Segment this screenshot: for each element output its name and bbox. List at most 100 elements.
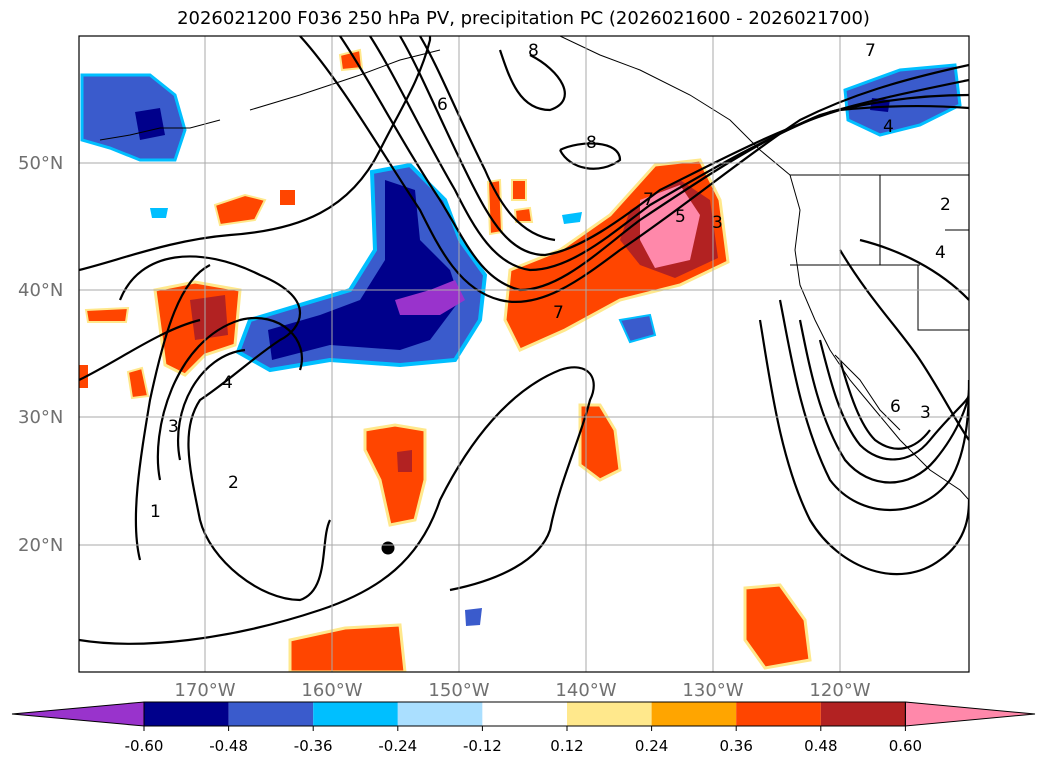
- contour-label: 2: [940, 195, 951, 215]
- contour-label: 4: [222, 373, 233, 393]
- alaska-peninsula: [249, 49, 441, 111]
- plot-area: 1 2 3 4 5 6 7 8 3 4 4 2 8 7 6 3 7: [79, 36, 969, 672]
- pos-region-mid: [578, 403, 622, 482]
- pos-region-small-2: [84, 306, 130, 323]
- contour-label: 7: [865, 41, 876, 61]
- colorbar-tick-label: -0.48: [209, 737, 248, 755]
- colorbar-tick-label: -0.36: [293, 737, 333, 755]
- pv-contour-6: [299, 36, 969, 303]
- colorbar-tick-label: 0.48: [804, 737, 838, 755]
- pos-region-small-9: [280, 190, 295, 205]
- lon-label: 150°W: [428, 680, 490, 701]
- north-america-coast: [559, 36, 969, 501]
- pos-region-small-5: [511, 179, 527, 201]
- contour-label: 3: [712, 213, 723, 233]
- hawaii-island: [381, 541, 395, 555]
- pos-region-hawaii: [363, 423, 427, 527]
- pv-contour-13: [498, 49, 566, 112]
- pos-region-small-4: [486, 178, 504, 236]
- contour-label: 8: [528, 41, 539, 61]
- gridlines: [79, 36, 969, 672]
- pv-contour-11: [79, 318, 201, 381]
- colorbar-tick-label: 0.36: [719, 737, 753, 755]
- colorbar-tick-label: -0.24: [378, 737, 418, 755]
- aleutian-islands: [99, 119, 221, 141]
- contour-label: 5: [675, 207, 686, 227]
- coastlines: [99, 36, 969, 555]
- contour-label: 7: [553, 303, 564, 323]
- contour-label: 3: [168, 417, 179, 437]
- map-title: 2026021200 F036 250 hPa PV, precipitatio…: [177, 8, 870, 29]
- pv-contour-2: [118, 255, 332, 602]
- colorbar-swatch: [651, 702, 737, 726]
- pv-contour-3: [156, 317, 303, 481]
- positive-precip-regions: [79, 48, 812, 672]
- contour-label: 3: [920, 403, 931, 423]
- lon-label: 130°W: [682, 680, 744, 701]
- lat-label: 20°N: [18, 535, 64, 556]
- contour-label: 7: [643, 190, 654, 210]
- lat-label: 50°N: [18, 153, 64, 174]
- neg-region-small-1: [618, 313, 657, 344]
- lon-label: 140°W: [555, 680, 617, 701]
- pv-contour-18: [838, 359, 931, 450]
- us-state-lines: [790, 175, 969, 331]
- colorbar-tick-label: 0.12: [550, 737, 584, 755]
- colorbar-swatch: [736, 702, 821, 726]
- pv-contour-10: [419, 36, 556, 242]
- pos-region-south-1: [288, 623, 407, 672]
- colorbar-tick-label: -0.12: [462, 737, 502, 755]
- colorbar: [11, 701, 1036, 731]
- pv-contour-19: [758, 319, 969, 576]
- lon-label: 170°W: [174, 680, 236, 701]
- baja-california: [834, 354, 901, 431]
- contour-label: 6: [437, 95, 448, 115]
- neg-region-small-2: [150, 208, 168, 218]
- colorbar-ticks: [143, 726, 906, 731]
- contour-label: 4: [883, 117, 894, 137]
- contour-label: 6: [890, 397, 901, 417]
- colorbar-max-extend: [904, 701, 1036, 727]
- pos-region-west-core: [190, 295, 228, 340]
- pv-contour-16: [798, 319, 969, 484]
- colorbar-swatch: [567, 702, 652, 726]
- contour-labels: 1 2 3 4 5 6 7 8 3 4 4 2 8 7 6 3 7: [150, 41, 951, 522]
- pos-region-small-1: [213, 193, 267, 227]
- colorbar-swatch: [228, 702, 314, 726]
- lon-label: 120°W: [809, 680, 871, 701]
- contour-label: 4: [935, 243, 946, 263]
- pos-region-small-8: [79, 365, 88, 388]
- colorbar-swatch: [397, 702, 483, 726]
- pv-contours: [79, 36, 969, 645]
- pos-region-main-pink: [640, 185, 700, 268]
- lat-label: 40°N: [18, 280, 64, 301]
- colorbar-tick-label: -0.60: [124, 737, 164, 755]
- colorbar-min-extend: [11, 701, 145, 727]
- map-frame: [78, 35, 970, 673]
- colorbar-tick-label: 0.24: [634, 737, 669, 755]
- neg-region-small-3: [465, 608, 482, 626]
- colorbar-swatch: [820, 702, 906, 726]
- colorbar-swatch: [144, 702, 229, 726]
- neg-region-purple: [395, 280, 465, 315]
- colorbar-swatch: [313, 702, 398, 726]
- pv-contour-14: [559, 142, 622, 170]
- pv-contour-4: [177, 348, 246, 461]
- colorbar-border: [143, 701, 906, 727]
- pos-region-small-7: [513, 206, 534, 223]
- contour-label: 8: [586, 133, 597, 153]
- pos-region-hawaii-core: [397, 450, 412, 472]
- pos-region-small-6: [338, 48, 364, 72]
- pv-contour-9: [399, 36, 969, 257]
- contour-label: 2: [228, 473, 239, 493]
- neg-region-aleutian-core: [135, 108, 165, 140]
- neg-region-small-4: [562, 212, 582, 224]
- pv-contour-12: [79, 366, 595, 645]
- pv-contour-5: [134, 264, 211, 561]
- pos-region-south-2: [743, 583, 812, 670]
- pv-contour-1: [79, 36, 432, 272]
- colorbar-tick-label: 0.60: [888, 737, 923, 755]
- pv-contour-17: [818, 339, 969, 461]
- pos-region-small-3: [126, 366, 150, 400]
